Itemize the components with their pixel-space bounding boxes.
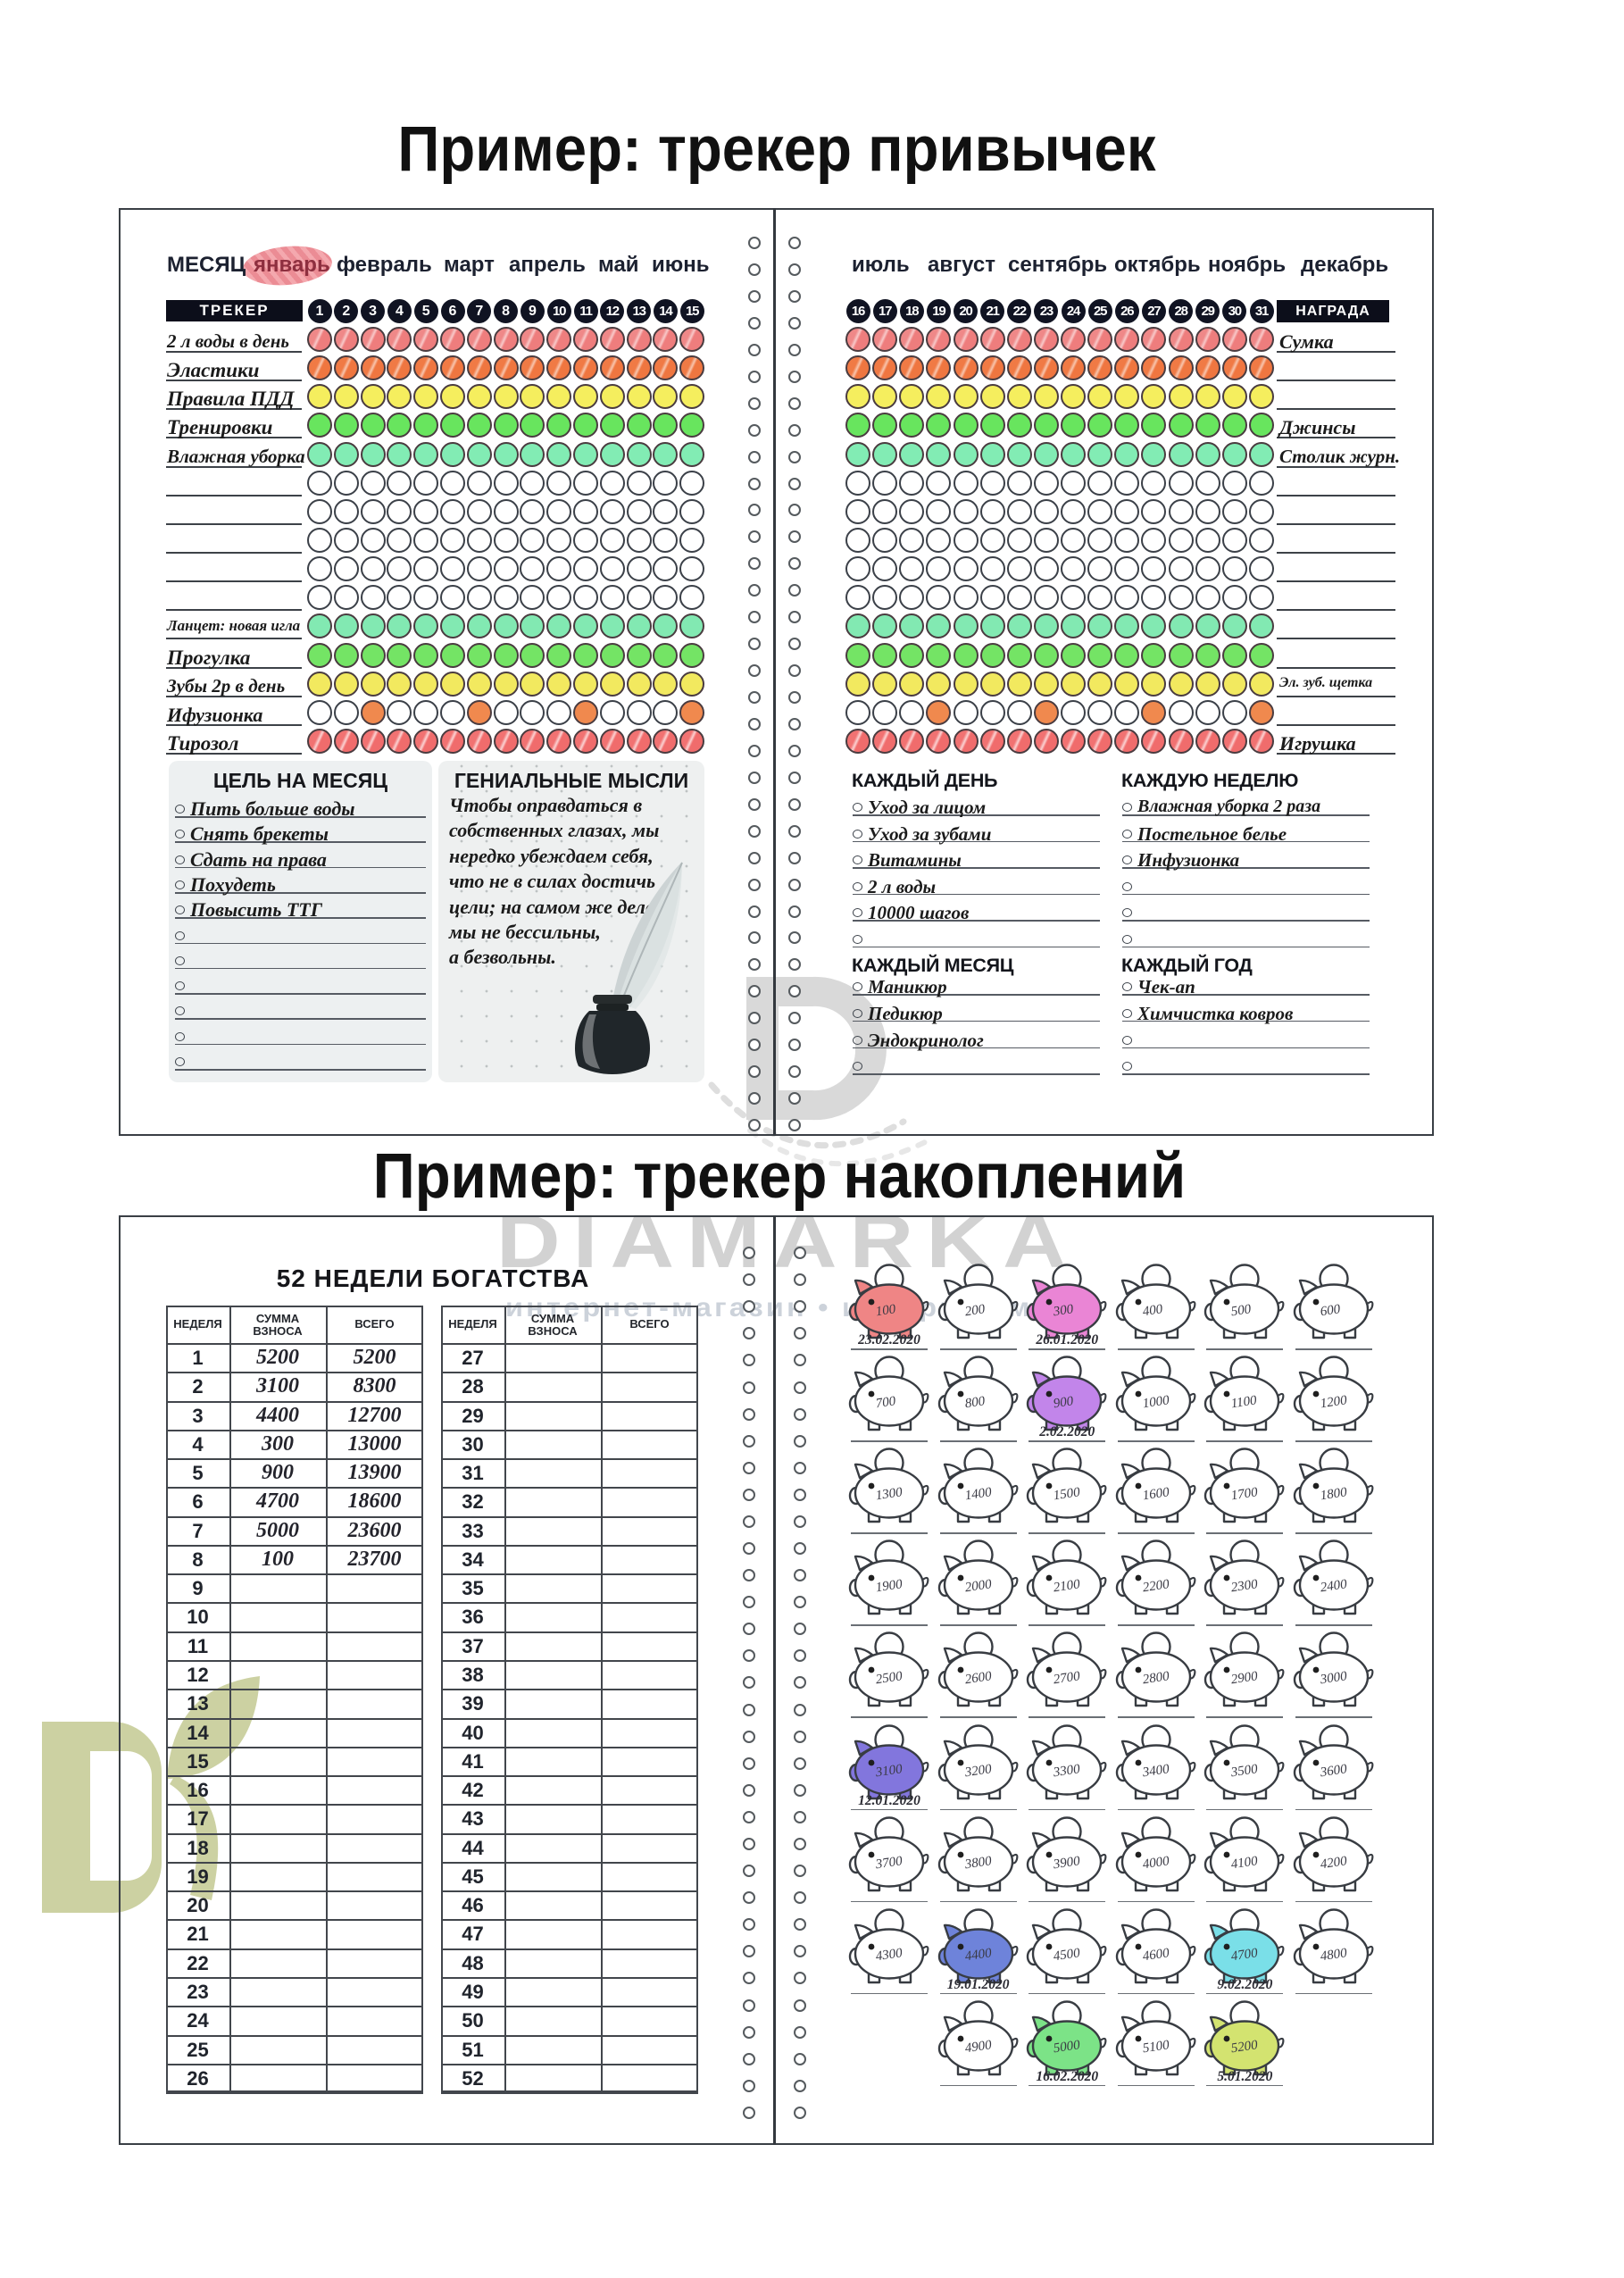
svg-text:4400: 4400 xyxy=(963,1946,992,1964)
svg-text:500: 500 xyxy=(1230,1302,1253,1319)
svg-text:400: 400 xyxy=(1142,1302,1164,1319)
svg-text:1600: 1600 xyxy=(1142,1485,1170,1503)
svg-text:1000: 1000 xyxy=(1142,1393,1170,1411)
svg-text:3500: 3500 xyxy=(1229,1762,1259,1780)
svg-text:4100: 4100 xyxy=(1230,1854,1259,1872)
svg-text:1200: 1200 xyxy=(1320,1393,1348,1411)
svg-text:5000: 5000 xyxy=(1053,2038,1081,2056)
svg-text:4300: 4300 xyxy=(875,1946,904,1964)
svg-text:1500: 1500 xyxy=(1053,1485,1081,1503)
svg-text:1100: 1100 xyxy=(1230,1393,1258,1411)
svg-text:5100: 5100 xyxy=(1142,2038,1170,2056)
svg-text:1400: 1400 xyxy=(963,1485,992,1503)
svg-text:2000: 2000 xyxy=(963,1578,992,1596)
svg-text:3900: 3900 xyxy=(1052,1854,1081,1872)
svg-text:200: 200 xyxy=(963,1302,986,1319)
svg-text:4800: 4800 xyxy=(1320,1946,1348,1964)
svg-text:2900: 2900 xyxy=(1230,1670,1259,1688)
svg-text:3300: 3300 xyxy=(1052,1762,1081,1780)
svg-text:4700: 4700 xyxy=(1230,1946,1259,1964)
svg-text:2500: 2500 xyxy=(875,1670,904,1688)
svg-text:3200: 3200 xyxy=(962,1762,992,1780)
svg-text:2800: 2800 xyxy=(1142,1670,1170,1688)
svg-text:900: 900 xyxy=(1053,1394,1075,1411)
svg-text:4900: 4900 xyxy=(963,2038,992,2056)
svg-text:5200: 5200 xyxy=(1230,2038,1259,2056)
svg-text:2600: 2600 xyxy=(963,1670,992,1688)
svg-text:600: 600 xyxy=(1320,1302,1342,1319)
svg-text:4600: 4600 xyxy=(1142,1946,1170,1964)
svg-text:800: 800 xyxy=(963,1394,986,1411)
svg-text:3400: 3400 xyxy=(1141,1762,1170,1780)
svg-text:1300: 1300 xyxy=(875,1485,904,1503)
svg-text:4500: 4500 xyxy=(1053,1946,1081,1964)
svg-text:1800: 1800 xyxy=(1320,1485,1348,1503)
svg-text:3000: 3000 xyxy=(1319,1670,1348,1688)
svg-text:3800: 3800 xyxy=(962,1854,992,1872)
svg-text:1700: 1700 xyxy=(1230,1485,1259,1503)
svg-text:3700: 3700 xyxy=(874,1854,904,1872)
svg-text:2700: 2700 xyxy=(1053,1670,1081,1688)
svg-text:1900: 1900 xyxy=(875,1578,904,1596)
svg-text:3600: 3600 xyxy=(1319,1762,1348,1780)
svg-text:700: 700 xyxy=(875,1394,897,1411)
svg-text:4200: 4200 xyxy=(1320,1854,1348,1872)
svg-text:3100: 3100 xyxy=(874,1762,904,1780)
svg-text:2100: 2100 xyxy=(1053,1578,1081,1596)
svg-text:2200: 2200 xyxy=(1142,1578,1170,1596)
svg-text:2400: 2400 xyxy=(1320,1578,1348,1596)
svg-text:4000: 4000 xyxy=(1142,1854,1170,1872)
svg-text:300: 300 xyxy=(1052,1302,1075,1319)
svg-text:2300: 2300 xyxy=(1230,1578,1259,1596)
svg-text:100: 100 xyxy=(875,1302,897,1319)
